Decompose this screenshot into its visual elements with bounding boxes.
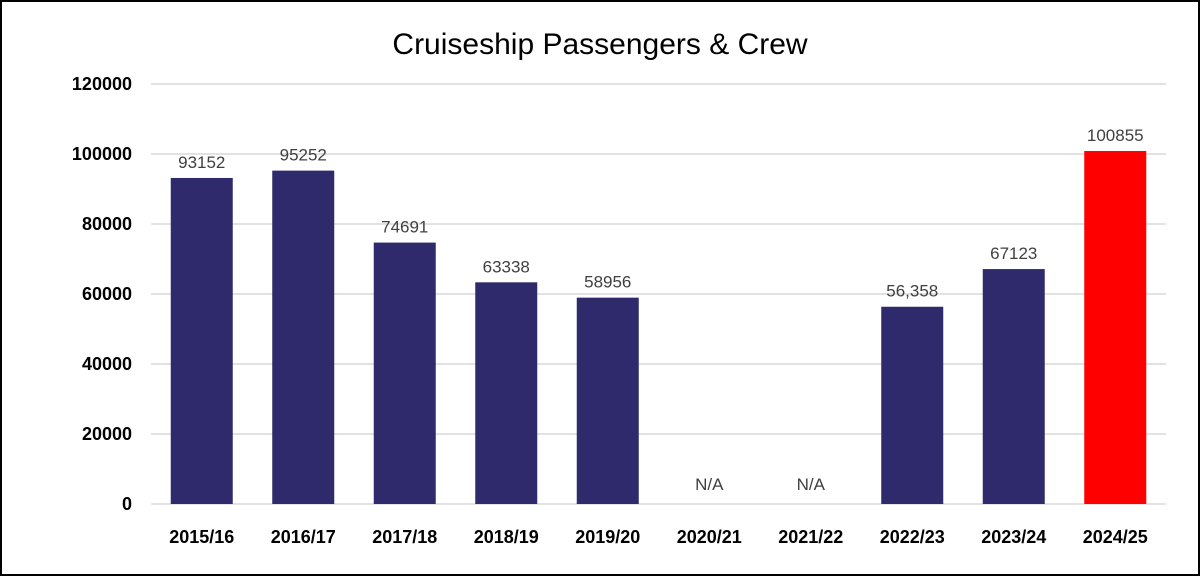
data-label: N/A: [695, 475, 724, 494]
x-tick-label: 2019/20: [575, 527, 640, 547]
y-tick-label: 100000: [72, 144, 132, 164]
x-tick-label: 2015/16: [169, 527, 234, 547]
data-label: 93152: [178, 153, 225, 172]
x-tick-label: 2021/22: [778, 527, 843, 547]
data-label: 56,358: [886, 282, 938, 301]
y-tick-label: 60000: [82, 284, 132, 304]
y-tick-label: 80000: [82, 214, 132, 234]
bar-2022-23: [881, 306, 944, 504]
x-tick-label: 2016/17: [271, 527, 336, 547]
data-label: 67123: [990, 244, 1037, 263]
bar-2023-24: [982, 269, 1045, 504]
data-label: 58956: [584, 273, 631, 292]
x-tick-label: 2024/25: [1083, 527, 1148, 547]
y-tick-label: 0: [122, 494, 132, 514]
bar-2018-19: [475, 282, 538, 504]
y-tick-label: 20000: [82, 424, 132, 444]
bar-2024-25: [1084, 151, 1147, 504]
chart-title: Cruiseship Passengers & Crew: [392, 28, 808, 61]
data-label: 95252: [280, 146, 327, 165]
x-tick-label: 2018/19: [474, 527, 539, 547]
x-tick-label: 2023/24: [981, 527, 1046, 547]
x-tick-label: 2017/18: [372, 527, 437, 547]
data-label: N/A: [797, 475, 826, 494]
y-tick-label: 120000: [72, 74, 132, 94]
data-label: 100855: [1087, 126, 1144, 145]
data-label: 63338: [483, 257, 530, 276]
bar-2017-18: [373, 242, 436, 505]
bar-2015-16: [170, 177, 233, 504]
y-tick-label: 40000: [82, 354, 132, 374]
data-label: 74691: [381, 218, 428, 237]
bar-2019-20: [576, 297, 639, 504]
x-tick-label: 2022/23: [880, 527, 945, 547]
x-tick-label: 2020/21: [677, 527, 742, 547]
bar-2016-17: [272, 170, 335, 505]
